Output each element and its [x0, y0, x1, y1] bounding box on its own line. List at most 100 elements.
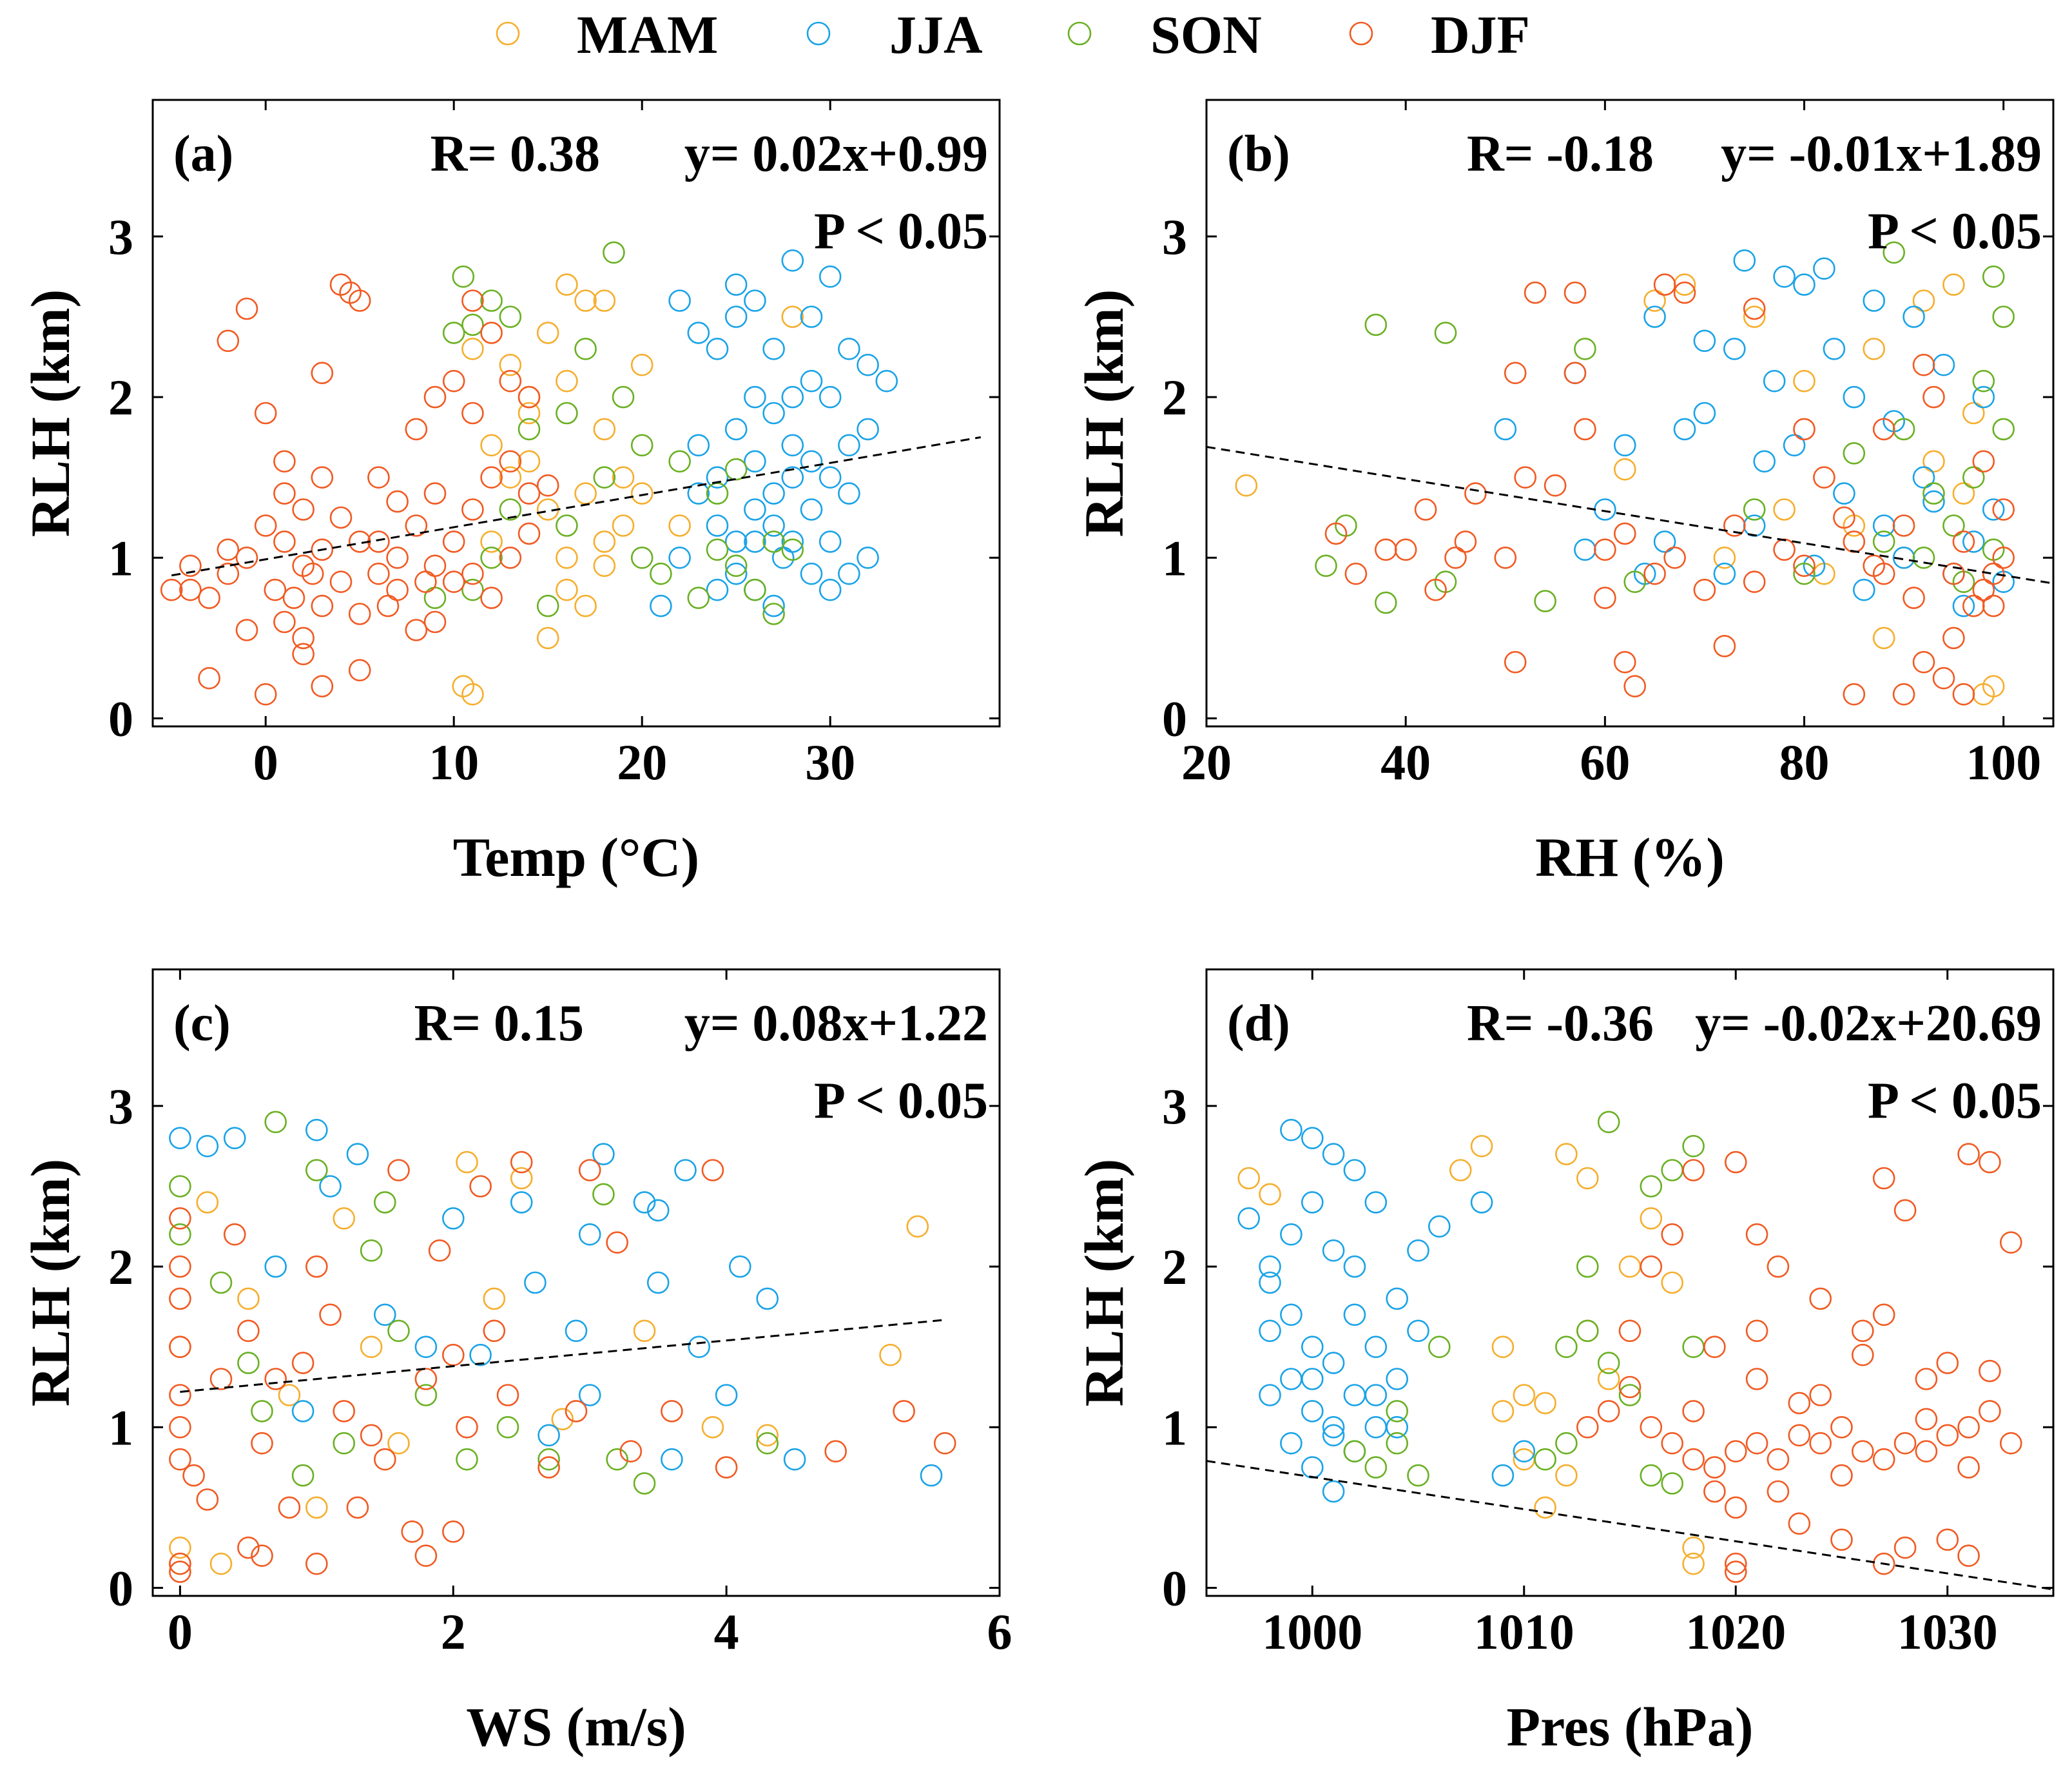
point-djf: [367, 466, 390, 489]
point-jja: [1428, 1215, 1451, 1238]
y-tick-label: 0: [108, 691, 133, 747]
point-son: [1618, 1384, 1641, 1406]
y-tick-label: 2: [1162, 1239, 1187, 1295]
point-son: [762, 530, 785, 553]
point-son: [1386, 1400, 1408, 1423]
point-djf: [423, 482, 447, 505]
point-son: [1576, 1255, 1599, 1278]
panel-b: 20 40 60 80 100 0 1 2 3 RH (%) RLH (km) (b) y= -0.01…: [1073, 99, 2055, 888]
point-son: [169, 1223, 191, 1246]
point-son: [499, 498, 522, 521]
point-djf: [1725, 1151, 1747, 1174]
plot-frame-d: [1205, 968, 2055, 1597]
point-mam: [461, 683, 484, 706]
point-djf: [169, 1384, 191, 1406]
point-djf: [423, 610, 447, 634]
point-djf: [1912, 353, 1935, 376]
point-jja: [706, 337, 729, 360]
point-djf: [1893, 1199, 1917, 1222]
point-djf: [1872, 1167, 1895, 1190]
point-djf: [442, 369, 465, 393]
point-jja: [771, 546, 795, 569]
point-jja: [169, 1127, 191, 1149]
point-djf: [1564, 281, 1587, 304]
legend-marker-djf: [1349, 21, 1373, 46]
point-jja: [800, 450, 823, 473]
point-jja: [1952, 594, 1975, 617]
point-djf: [1767, 1255, 1790, 1278]
point-djf: [1693, 578, 1716, 601]
point-djf: [373, 1448, 396, 1471]
point-djf: [1394, 538, 1417, 561]
point-son: [1428, 1335, 1451, 1358]
point-djf: [387, 1159, 410, 1181]
point-djf: [254, 402, 277, 425]
point-mam: [1793, 369, 1815, 393]
point-djf: [1863, 554, 1885, 578]
point-son: [650, 562, 672, 585]
point-djf: [179, 578, 202, 601]
point-djf: [1454, 530, 1477, 553]
points-c: [169, 1111, 956, 1583]
point-mam: [1872, 626, 1895, 650]
point-djf: [1743, 297, 1766, 320]
plot-frame-a: [151, 99, 1001, 728]
point-son: [536, 594, 559, 617]
point-jja: [818, 265, 842, 288]
point-djf: [1703, 1456, 1726, 1479]
point-djf: [405, 514, 428, 537]
point-son: [1922, 482, 1945, 505]
point-son: [452, 265, 475, 288]
point-djf: [1979, 1400, 2001, 1423]
point-jja: [1259, 1384, 1281, 1406]
point-djf: [169, 1560, 191, 1583]
point-jja: [1322, 1239, 1345, 1262]
point-mam: [452, 675, 475, 697]
point-djf: [1872, 1303, 1895, 1326]
point-djf: [1723, 514, 1746, 537]
point-jja: [414, 1335, 438, 1358]
point-djf: [499, 546, 522, 569]
point-son: [1872, 530, 1895, 553]
point-jja: [1237, 1207, 1260, 1230]
point-son: [1576, 1319, 1599, 1343]
point-djf: [386, 490, 409, 513]
point-mam: [480, 530, 503, 553]
point-djf: [1932, 666, 1955, 690]
point-djf: [1830, 1416, 1853, 1439]
point-son: [387, 1319, 410, 1343]
point-son: [574, 337, 597, 360]
point-djf: [461, 402, 484, 425]
point-mam: [906, 1215, 929, 1238]
point-son: [1682, 1335, 1705, 1358]
point-djf: [893, 1400, 915, 1423]
point-mam: [499, 353, 522, 376]
point-djf: [1464, 482, 1487, 505]
point-djf: [442, 570, 465, 594]
point-mam: [574, 482, 597, 505]
point-jja: [1513, 1440, 1536, 1462]
point-jja: [1322, 1143, 1345, 1165]
point-jja: [1872, 514, 1895, 537]
point-djf: [1504, 651, 1527, 674]
point-djf: [933, 1432, 956, 1455]
point-son: [1315, 554, 1337, 578]
point-mam: [305, 1496, 328, 1519]
point-mam: [1773, 498, 1796, 521]
panel-letter-d: (d): [1227, 995, 1290, 1052]
point-jja: [1723, 337, 1746, 360]
point-mam: [1743, 306, 1766, 328]
point-djf: [1852, 1319, 1874, 1343]
point-son: [756, 1432, 779, 1455]
point-jja: [1386, 1416, 1408, 1439]
point-djf: [196, 1488, 219, 1511]
point-djf: [461, 498, 484, 521]
point-djf: [1788, 1424, 1811, 1447]
point-djf: [442, 530, 465, 553]
point-djf: [264, 1368, 287, 1390]
point-son: [1912, 546, 1935, 569]
point-jja: [592, 1143, 615, 1165]
point-djf: [348, 659, 371, 682]
point-son: [499, 306, 522, 328]
point-son: [456, 1448, 478, 1471]
